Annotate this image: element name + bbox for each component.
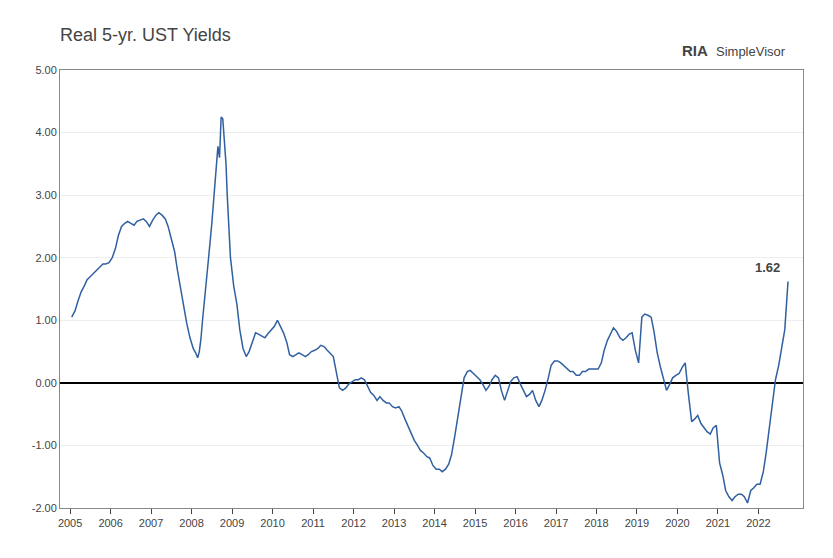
svg-text:2009: 2009 — [220, 517, 244, 529]
svg-text:Real 5-yr. UST Yields: Real 5-yr. UST Yields — [60, 25, 231, 45]
svg-text:1.00: 1.00 — [35, 314, 56, 326]
svg-text:4.00: 4.00 — [35, 126, 56, 138]
svg-text:5.00: 5.00 — [35, 64, 56, 76]
svg-text:-2.00: -2.00 — [32, 502, 57, 514]
svg-text:2013: 2013 — [382, 517, 406, 529]
svg-text:2005: 2005 — [58, 517, 82, 529]
svg-text:2010: 2010 — [260, 517, 284, 529]
svg-text:2.00: 2.00 — [35, 252, 56, 264]
svg-text:2007: 2007 — [139, 517, 163, 529]
svg-text:3.00: 3.00 — [35, 189, 56, 201]
svg-text:1.62: 1.62 — [755, 260, 780, 275]
svg-text:0.00: 0.00 — [35, 377, 56, 389]
svg-text:2016: 2016 — [503, 517, 527, 529]
svg-text:2008: 2008 — [179, 517, 203, 529]
svg-text:2022: 2022 — [746, 517, 770, 529]
svg-text:2014: 2014 — [422, 517, 446, 529]
svg-text:2012: 2012 — [341, 517, 365, 529]
svg-text:2021: 2021 — [706, 517, 730, 529]
svg-text:2017: 2017 — [544, 517, 568, 529]
svg-text:-1.00: -1.00 — [32, 439, 57, 451]
svg-text:2018: 2018 — [584, 517, 608, 529]
svg-text:2015: 2015 — [463, 517, 487, 529]
svg-text:2011: 2011 — [301, 517, 325, 529]
svg-text:SimpleVisor: SimpleVisor — [716, 44, 786, 59]
svg-text:2019: 2019 — [625, 517, 649, 529]
svg-text:2020: 2020 — [665, 517, 689, 529]
svg-text:RIA: RIA — [682, 42, 708, 59]
svg-text:2006: 2006 — [98, 517, 122, 529]
